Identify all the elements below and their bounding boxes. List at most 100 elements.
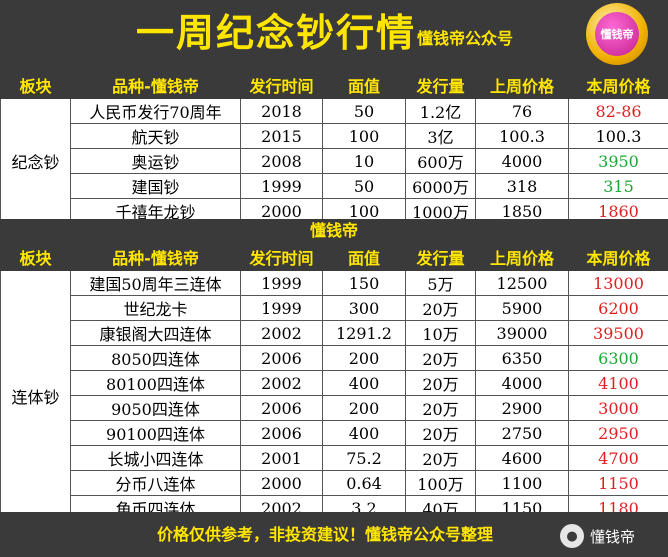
item-name-cell: 世纪龙卡 bbox=[70, 295, 241, 321]
face-value-cell: 1291.2 bbox=[322, 320, 406, 346]
last-week-price-cell: 4000 bbox=[475, 148, 569, 174]
face-value-cell: 50 bbox=[322, 173, 406, 199]
table-row: 世纪龙卡 1999 300 20万 5900 6200 bbox=[1, 295, 668, 321]
footer: 价格仅供参考，非投资建议！懂钱帝公众号整理 ● 懂钱帝 bbox=[0, 512, 668, 557]
this-week-price-cell: 13000 bbox=[568, 270, 668, 296]
issue-qty-cell: 20万 bbox=[405, 345, 476, 371]
issue-year-cell: 2008 bbox=[240, 148, 323, 174]
this-week-price-cell: 39500 bbox=[568, 320, 668, 346]
table-row: 纪念钞 人民币发行70周年 2018 50 1.2亿 76 82-86 bbox=[0, 98, 668, 224]
column-header: 品种-懂钱帝 bbox=[70, 243, 241, 271]
issue-qty-cell: 20万 bbox=[405, 370, 476, 396]
watermark-text: 懂钱帝 bbox=[590, 527, 636, 546]
issue-qty-cell: 20万 bbox=[405, 420, 476, 446]
last-week-price-cell: 12500 bbox=[475, 270, 569, 296]
face-value-cell: 10 bbox=[322, 148, 406, 174]
last-week-price-cell: 6350 bbox=[475, 345, 569, 371]
face-value-cell: 50 bbox=[322, 98, 406, 124]
table-row: 航天钞 2015 100 3亿 100.3 100.3 bbox=[1, 123, 668, 149]
issue-year-cell: 2006 bbox=[240, 420, 323, 446]
issue-year-cell: 2006 bbox=[240, 395, 323, 421]
issue-year-cell: 1999 bbox=[240, 295, 323, 321]
column-header: 发行时间 bbox=[240, 243, 323, 271]
column-header: 板块 bbox=[0, 243, 71, 271]
column-header: 面值 bbox=[322, 70, 406, 99]
brand-logo-text: 懂钱帝 bbox=[595, 12, 639, 56]
issue-qty-cell: 100万 bbox=[405, 470, 476, 496]
item-name-cell: 建国钞 bbox=[70, 173, 241, 199]
issue-qty-cell: 5万 bbox=[405, 270, 476, 296]
face-value-cell: 150 bbox=[322, 270, 406, 296]
column-header: 上周价格 bbox=[475, 243, 569, 271]
column-header: 发行时间 bbox=[240, 70, 323, 99]
category-cell: 连体钞 bbox=[0, 270, 71, 521]
table-row: 康银阁大四连体 2002 1291.2 10万 39000 39500 bbox=[1, 320, 668, 346]
page-title: 一周纪念钞行情 bbox=[136, 11, 417, 55]
this-week-price-cell: 4700 bbox=[568, 445, 668, 471]
this-week-price-cell: 315 bbox=[568, 173, 668, 199]
header: 一周纪念钞行情 懂钱帝公众号 懂钱帝 bbox=[0, 0, 668, 70]
wechat-icon: ● bbox=[560, 524, 584, 548]
face-value-cell: 300 bbox=[322, 295, 406, 321]
footer-disclaimer: 价格仅供参考，非投资建议！懂钱帝公众号整理 bbox=[157, 525, 494, 544]
issue-year-cell: 2006 bbox=[240, 345, 323, 371]
issue-qty-cell: 3亿 bbox=[405, 123, 476, 149]
this-week-price-cell: 6200 bbox=[568, 295, 668, 321]
last-week-price-cell: 4600 bbox=[475, 445, 569, 471]
item-name-cell: 长城小四连体 bbox=[70, 445, 241, 471]
last-week-price-cell: 100.3 bbox=[475, 123, 569, 149]
item-name-cell: 80100四连体 bbox=[70, 370, 241, 396]
issue-year-cell: 1999 bbox=[240, 173, 323, 199]
table-row: 80100四连体 2002 400 20万 4000 4100 bbox=[1, 370, 668, 396]
this-week-price-cell: 2950 bbox=[568, 420, 668, 446]
table-commemorative: 板块 品种-懂钱帝 发行时间 面值 发行量 上周价格 本周价格 纪念钞 人民币发行70周年 201… bbox=[0, 70, 668, 224]
column-header: 本周价格 bbox=[568, 70, 668, 99]
last-week-price-cell: 318 bbox=[475, 173, 569, 199]
this-week-price-cell: 6300 bbox=[568, 345, 668, 371]
issue-qty-cell: 10万 bbox=[405, 320, 476, 346]
table-row: 建国钞 1999 50 6000万 318 315 bbox=[1, 173, 668, 199]
item-name-cell: 奥运钞 bbox=[70, 148, 241, 174]
column-header: 面值 bbox=[322, 243, 406, 271]
face-value-cell: 0.64 bbox=[322, 470, 406, 496]
issue-year-cell: 2015 bbox=[240, 123, 323, 149]
column-header: 发行量 bbox=[405, 243, 476, 271]
issue-year-cell: 1999 bbox=[240, 270, 323, 296]
item-name-cell: 人民币发行70周年 bbox=[70, 98, 241, 124]
issue-year-cell: 2002 bbox=[240, 370, 323, 396]
issue-year-cell: 2002 bbox=[240, 320, 323, 346]
face-value-cell: 400 bbox=[322, 370, 406, 396]
this-week-price-cell: 4100 bbox=[568, 370, 668, 396]
face-value-cell: 75.2 bbox=[322, 445, 406, 471]
issue-qty-cell: 1.2亿 bbox=[405, 98, 476, 124]
last-week-price-cell: 76 bbox=[475, 98, 569, 124]
column-header: 品种-懂钱帝 bbox=[70, 70, 241, 99]
section-band: 懂钱帝 bbox=[0, 219, 668, 243]
table-header-row: 板块 品种-懂钱帝 发行时间 面值 发行量 上周价格 本周价格 bbox=[0, 70, 668, 99]
page-subtitle: 懂钱帝公众号 bbox=[417, 29, 514, 48]
table-row: 分币八连体 2000 0.64 100万 1100 1150 bbox=[1, 470, 668, 496]
this-week-price-cell: 1150 bbox=[568, 470, 668, 496]
last-week-price-cell: 2900 bbox=[475, 395, 569, 421]
last-week-price-cell: 4000 bbox=[475, 370, 569, 396]
last-week-price-cell: 1100 bbox=[475, 470, 569, 496]
last-week-price-cell: 39000 bbox=[475, 320, 569, 346]
face-value-cell: 400 bbox=[322, 420, 406, 446]
item-name-cell: 康银阁大四连体 bbox=[70, 320, 241, 346]
item-name-cell: 8050四连体 bbox=[70, 345, 241, 371]
face-value-cell: 200 bbox=[322, 345, 406, 371]
table-multi-sheet: 板块 品种-懂钱帝 发行时间 面值 发行量 上周价格 本周价格 连体钞 建国50周年三连体 199… bbox=[0, 243, 668, 521]
category-cell: 纪念钞 bbox=[0, 98, 71, 224]
table-row: 8050四连体 2006 200 20万 6350 6300 bbox=[1, 345, 668, 371]
table-row: 9050四连体 2006 200 20万 2900 3000 bbox=[1, 395, 668, 421]
this-week-price-cell: 82-86 bbox=[568, 98, 668, 124]
this-week-price-cell: 3950 bbox=[568, 148, 668, 174]
column-header: 板块 bbox=[0, 70, 71, 99]
column-header: 发行量 bbox=[405, 70, 476, 99]
issue-qty-cell: 20万 bbox=[405, 445, 476, 471]
item-name-cell: 分币八连体 bbox=[70, 470, 241, 496]
this-week-price-cell: 100.3 bbox=[568, 123, 668, 149]
item-name-cell: 建国50周年三连体 bbox=[70, 270, 241, 296]
last-week-price-cell: 5900 bbox=[475, 295, 569, 321]
